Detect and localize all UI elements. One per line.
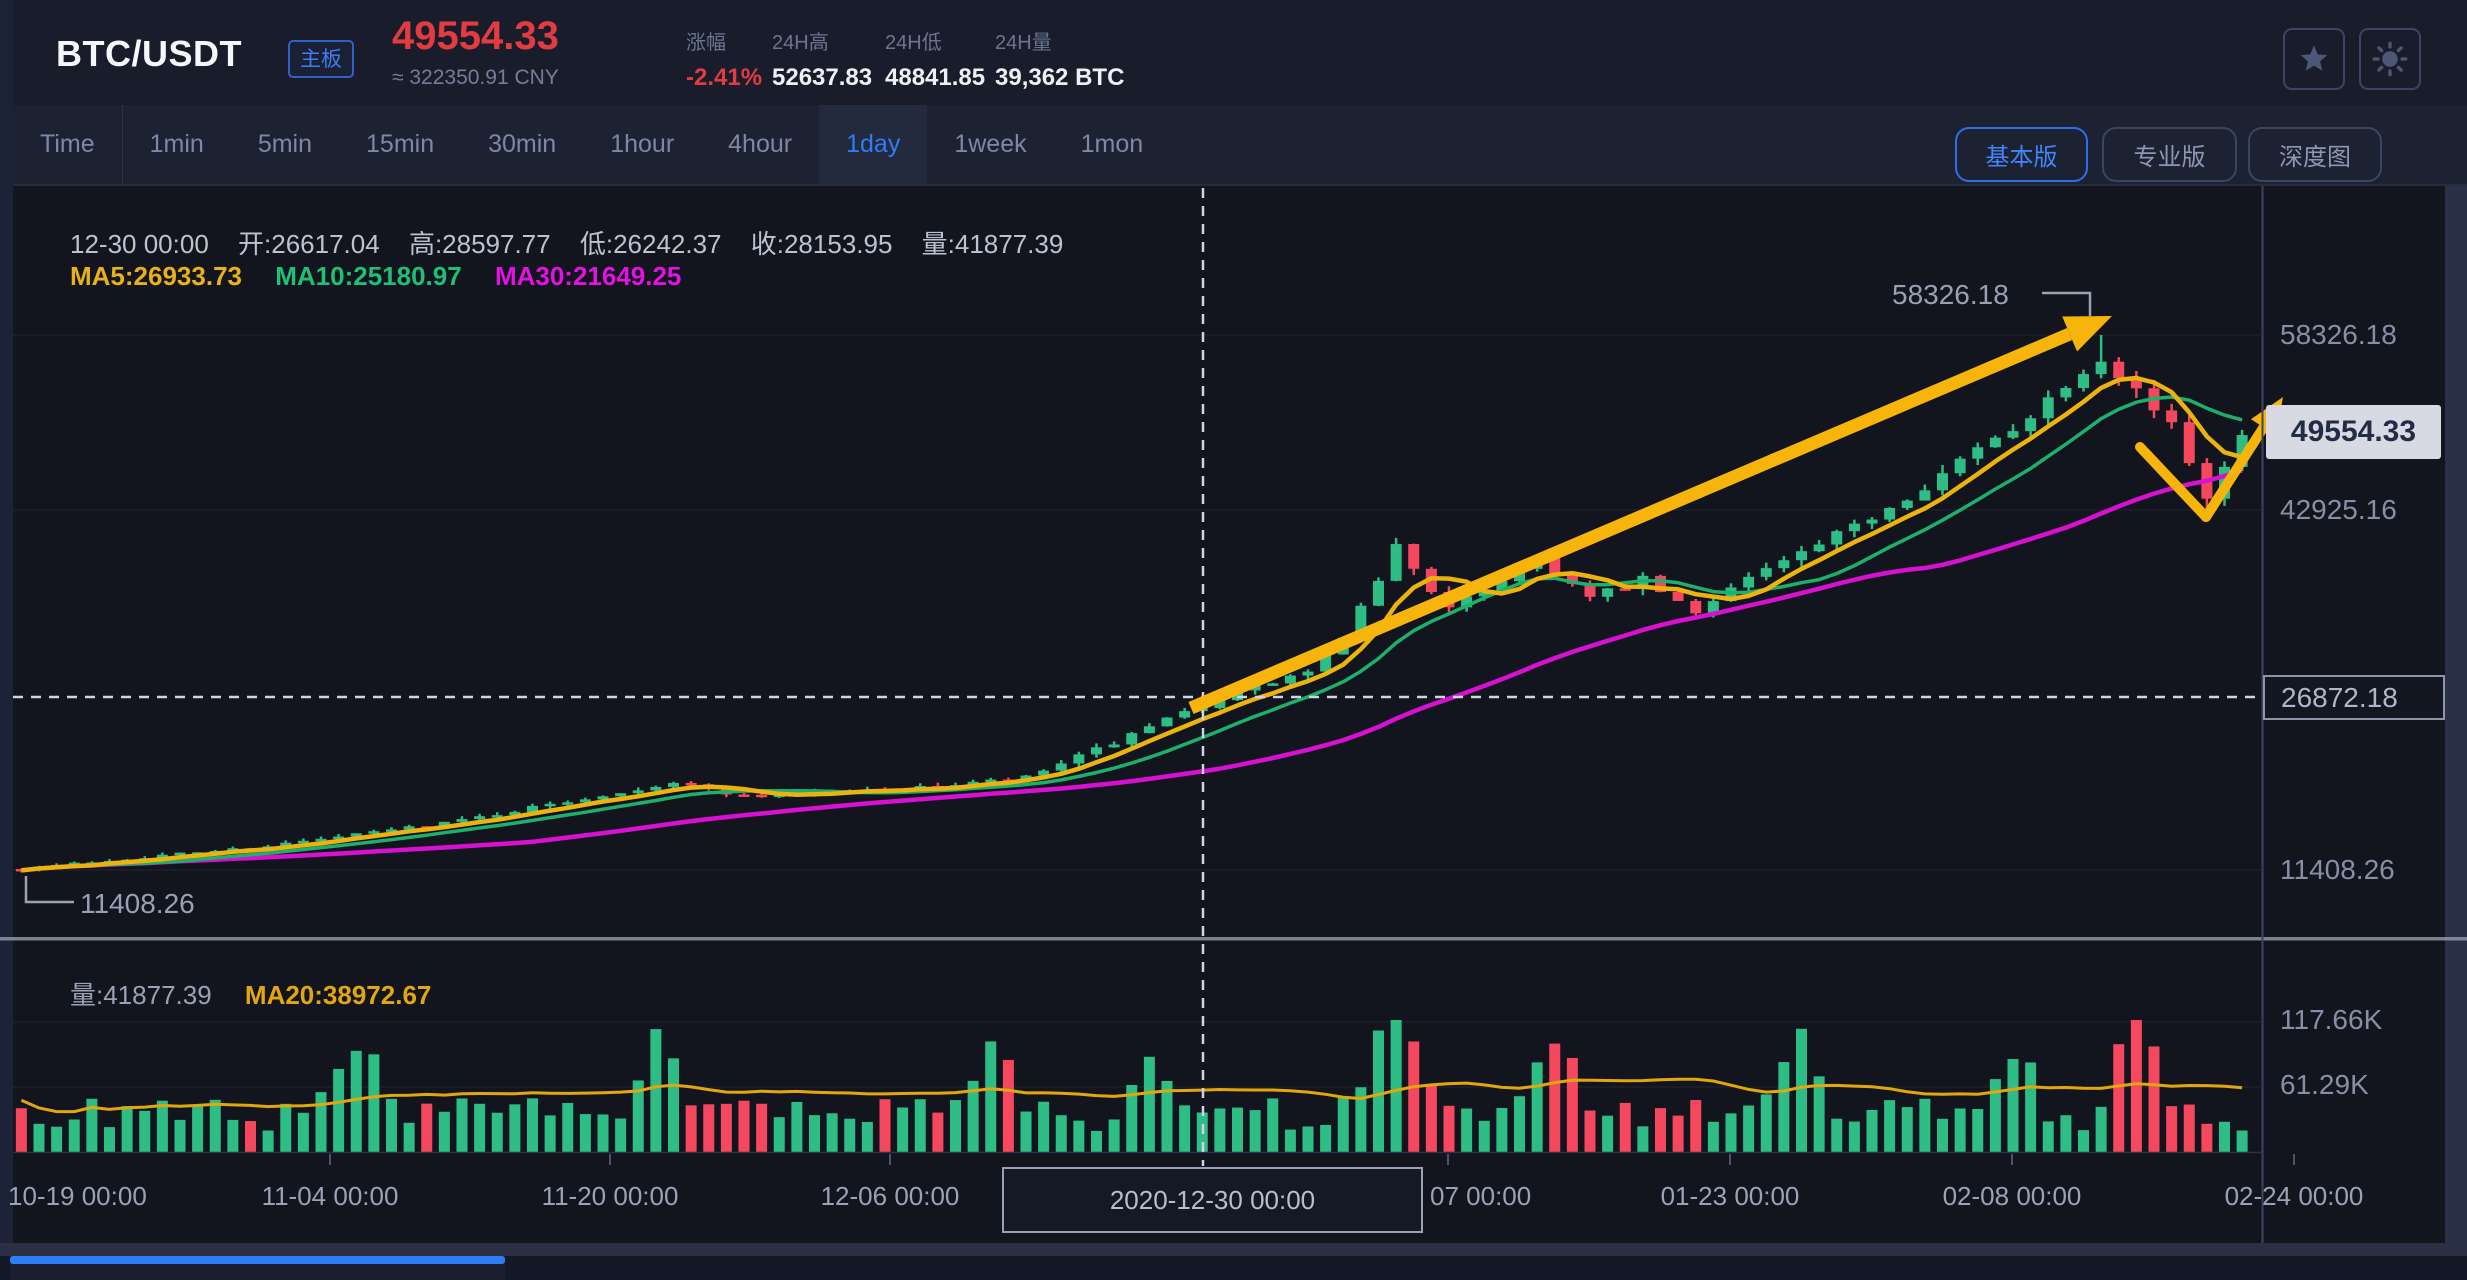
cursor-low: 低:26242.37 [579,229,722,259]
sun-icon [2372,41,2408,77]
xaxis-label-1: 11-04 00:00 [261,1181,399,1211]
cursor-open: 开:26617.04 [238,229,380,259]
last-price: 49554.33 [392,14,559,58]
basic-view-button[interactable]: 基本版 [1955,127,2088,182]
ma30-value: MA30:21649.25 [494,261,682,291]
theme-toggle-button[interactable] [2359,28,2421,90]
stat-24h-high: 24H高 52637.83 [772,26,872,92]
favorite-button[interactable] [2283,28,2345,90]
scrollbar-track[interactable] [0,1243,2467,1256]
volume-readout: 量:41877.39 MA20:38972.67 [70,975,431,1012]
yaxis-label-42925: 42925.16 [2280,494,2397,525]
stat-change-label: 涨幅 [686,32,726,54]
tab-1week[interactable]: 1week [954,130,1027,158]
fiat-equivalent: ≈ 322350.91 CNY [392,66,559,89]
tab-4hour[interactable]: 4hour [728,130,793,158]
tab-time[interactable]: Time [13,105,123,184]
xaxis-label-3: 12-06 00:00 [820,1181,960,1211]
cursor-volume: 量:41877.39 [921,229,1064,259]
yaxis-label-11408: 11408.26 [2280,854,2395,885]
ma5-value: MA5:26933.73 [70,261,242,291]
cursor-close: 收:28153.95 [750,229,893,259]
header-bar [13,0,2467,105]
window-left-edge [0,0,13,1280]
tab-1hour[interactable]: 1hour [610,130,675,158]
yaxis-volume-label-2: 61.29K [2280,1069,2369,1100]
stat-24h-high-value: 52637.83 [772,64,873,91]
crosshair-date-tag: 2020-12-30 00:00 [1002,1167,1423,1233]
tab-5min[interactable]: 5min [257,130,313,158]
cursor-high: 高:28597.77 [408,229,551,259]
ma-readout: MA5:26933.73 MA10:25180.97 MA30:21649.25 [70,261,707,292]
board-badge: 主板 [288,40,354,78]
tab-15min[interactable]: 15min [366,130,435,158]
stat-change: 涨幅 -2.41% [686,26,762,92]
stat-24h-low: 24H低 48841.85 [885,26,985,92]
pro-view-button[interactable]: 专业版 [2102,127,2237,182]
chart-background [13,186,2467,1243]
crosshair-price-tag: 26872.18 [2263,675,2445,720]
xaxis-label-0: 10-19 00:00 [8,1181,147,1211]
depth-view-button[interactable]: 深度图 [2248,127,2382,182]
timeframe-toolbar [13,105,2467,186]
current-price-tag: 49554.33 [2266,405,2441,459]
stat-24h-low-value: 48841.85 [885,64,986,91]
stat-24h-volume-value: 39,362 BTC [995,64,1125,91]
cursor-date: 12-30 00:00 [70,229,209,259]
tab-30min[interactable]: 30min [488,130,557,158]
xaxis-label-6: 01-23 00:00 [1660,1181,1800,1211]
tab-1day[interactable]: 1day [819,105,928,184]
timeframe-tabs: Time 1min 5min 15min 30min 1hour 4hour 1… [13,105,1170,184]
stat-change-value: -2.41% [686,64,763,91]
ma10-value: MA10:25180.97 [275,261,462,291]
scrollbar-thumb[interactable] [10,1256,505,1264]
xaxis-label-5: 07 00:00 [1430,1181,1532,1211]
stat-24h-low-label: 24H低 [885,32,942,54]
stat-24h-high-label: 24H高 [772,32,829,54]
tab-1min[interactable]: 1min [149,130,204,158]
xaxis-label-8: 02-24 00:00 [2224,1181,2364,1211]
yaxis-volume-label-1: 117.66K [2280,1004,2383,1035]
ohlc-readout: 12-30 00:00 开:26617.04 高:28597.77 低:2624… [70,224,1085,261]
xaxis-label-7: 02-08 00:00 [1942,1181,2082,1211]
volume-ma20-value: MA20:38972.67 [244,980,432,1010]
stat-24h-volume: 24H量 39,362 BTC [995,26,1124,92]
period-low-callout: 11408.26 [80,888,195,919]
star-icon [2300,45,2328,71]
volume-value: 量:41877.39 [70,980,212,1010]
stat-24h-volume-label: 24H量 [995,32,1052,54]
tab-1mon[interactable]: 1mon [1080,130,1144,158]
xaxis-label-2: 11-20 00:00 [541,1181,679,1211]
yaxis-label-58326: 58326.18 [2280,319,2397,350]
period-high-callout: 58326.18 [1892,279,2009,310]
right-scroll-strip[interactable] [2445,186,2467,1280]
pair-title: BTC/USDT [56,33,242,74]
